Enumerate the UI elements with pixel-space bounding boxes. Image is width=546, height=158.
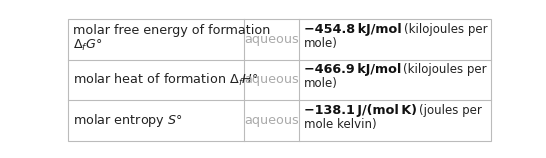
Text: aqueous: aqueous bbox=[244, 33, 299, 46]
Text: molar free energy of formation: molar free energy of formation bbox=[73, 24, 271, 37]
Text: molar heat of formation $\Delta_f H°$: molar heat of formation $\Delta_f H°$ bbox=[73, 72, 259, 88]
Text: −138.1 J/(mol K): −138.1 J/(mol K) bbox=[304, 104, 417, 117]
Text: mole kelvin): mole kelvin) bbox=[304, 118, 377, 131]
Text: mole): mole) bbox=[304, 37, 338, 50]
Text: (joules per: (joules per bbox=[419, 104, 482, 117]
Text: (kilojoules per: (kilojoules per bbox=[403, 63, 487, 76]
Text: −454.8 kJ/mol: −454.8 kJ/mol bbox=[304, 23, 402, 36]
Text: mole): mole) bbox=[304, 77, 338, 90]
Text: aqueous: aqueous bbox=[244, 114, 299, 127]
Text: −466.9 kJ/mol: −466.9 kJ/mol bbox=[304, 63, 401, 76]
Text: $\Delta_f G°$: $\Delta_f G°$ bbox=[73, 38, 103, 53]
Text: (kilojoules per: (kilojoules per bbox=[404, 23, 488, 36]
Text: aqueous: aqueous bbox=[244, 73, 299, 86]
Text: molar entropy $S°$: molar entropy $S°$ bbox=[73, 112, 183, 129]
